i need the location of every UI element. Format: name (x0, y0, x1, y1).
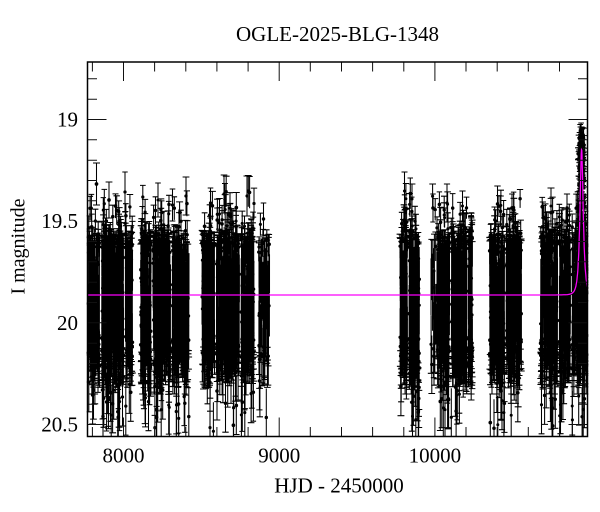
svg-text:OGLE-2025-BLG-1348: OGLE-2025-BLG-1348 (236, 22, 439, 46)
svg-text:I magnitude: I magnitude (7, 198, 29, 294)
svg-text:9000: 9000 (258, 443, 300, 467)
svg-text:HJD - 2450000: HJD - 2450000 (274, 474, 404, 498)
svg-text:20.5: 20.5 (41, 413, 78, 437)
svg-text:10000: 10000 (409, 443, 462, 467)
svg-text:20: 20 (57, 311, 78, 335)
svg-text:8000: 8000 (103, 443, 145, 467)
svg-text:19.5: 19.5 (41, 209, 78, 233)
svg-text:19: 19 (57, 108, 78, 132)
